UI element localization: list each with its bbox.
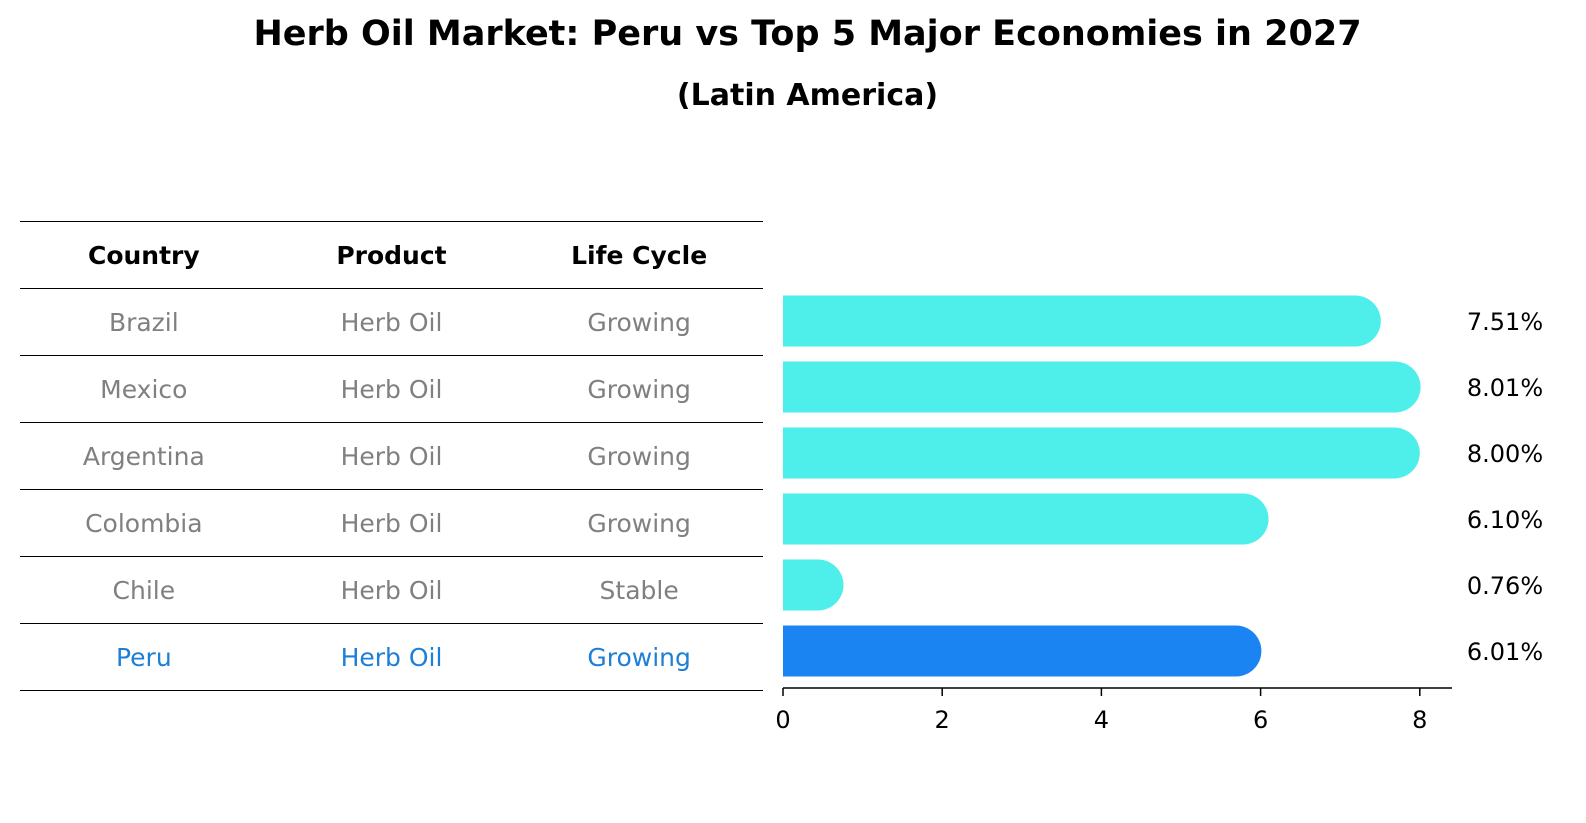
x-tick-label: 2 [935, 706, 950, 734]
x-tick-label: 0 [775, 706, 790, 734]
x-tick-label: 4 [1094, 706, 1109, 734]
chart-title: Herb Oil Market: Peru vs Top 5 Major Eco… [253, 14, 1362, 54]
cell-product: Herb Oil [340, 642, 443, 672]
cell-country: Peru [115, 642, 172, 672]
cell-country: Mexico [100, 374, 188, 404]
cell-life-cycle: Growing [587, 441, 691, 471]
cell-country: Chile [112, 575, 176, 605]
bar-chile [783, 559, 844, 611]
table-row: Mexico Herb Oil Growing [20, 356, 763, 423]
cell-life-cycle: Growing [587, 508, 691, 538]
cell-country: Argentina [82, 441, 205, 471]
cell-product: Herb Oil [340, 374, 443, 404]
value-label: 8.00% [1467, 440, 1543, 468]
cell-product: Herb Oil [340, 307, 443, 337]
cell-life-cycle: Stable [599, 575, 679, 605]
cell-life-cycle: Growing [587, 642, 691, 672]
header-product: Product [336, 240, 447, 270]
bar-peru [783, 625, 1262, 677]
table-row: Chile Herb Oil Stable [20, 557, 763, 624]
bar-colombia [783, 493, 1269, 545]
cell-country: Colombia [85, 508, 203, 538]
x-tick-label: 6 [1253, 706, 1268, 734]
table-row-highlight: Peru Herb Oil Growing [20, 624, 763, 691]
cell-product: Herb Oil [340, 441, 443, 471]
bar-argentina [783, 427, 1420, 479]
cell-product: Herb Oil [340, 508, 443, 538]
cell-life-cycle: Growing [587, 374, 691, 404]
cell-product: Herb Oil [340, 575, 443, 605]
header-life-cycle: Life Cycle [571, 240, 708, 270]
data-table: Country Product Life Cycle Brazil Herb O… [20, 221, 763, 691]
bar-brazil [783, 295, 1381, 347]
table-row: Brazil Herb Oil Growing [20, 289, 763, 356]
value-label: 8.01% [1467, 374, 1543, 402]
value-label: 6.10% [1467, 506, 1543, 534]
value-label: 0.76% [1467, 572, 1543, 600]
cell-life-cycle: Growing [587, 307, 691, 337]
table-row: Argentina Herb Oil Growing [20, 423, 763, 490]
value-label: 6.01% [1467, 638, 1543, 666]
x-tick-label: 8 [1412, 706, 1427, 734]
value-label: 7.51% [1467, 308, 1543, 336]
header-country: Country [87, 240, 200, 270]
table-header-row: Country Product Life Cycle [20, 221, 763, 289]
bar-mexico [783, 361, 1421, 413]
cell-country: Brazil [108, 307, 179, 337]
table-row: Colombia Herb Oil Growing [20, 490, 763, 557]
chart-subtitle: (Latin America) [676, 78, 939, 113]
